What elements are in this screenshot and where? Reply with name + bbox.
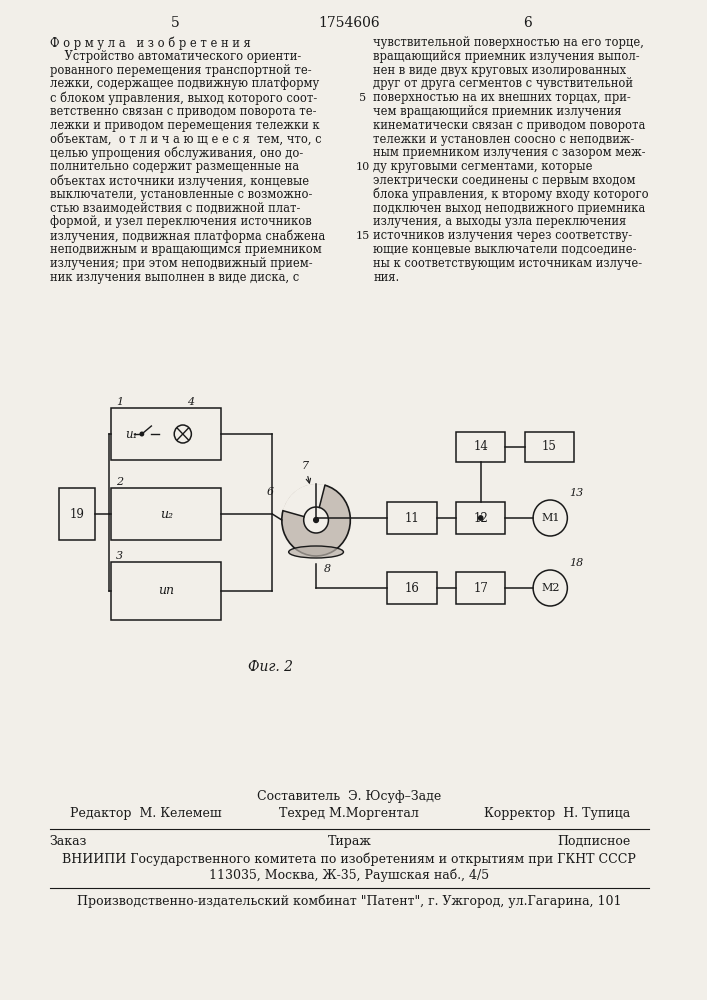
Circle shape	[533, 500, 567, 536]
Bar	[456, 572, 506, 604]
Text: объектах источники излучения, концевые: объектах источники излучения, концевые	[49, 174, 309, 188]
Text: 10: 10	[356, 162, 370, 172]
Text: Редактор  М. Келемеш: Редактор М. Келемеш	[71, 807, 222, 820]
Text: выключатели, установленные с возможно-: выключатели, установленные с возможно-	[49, 188, 312, 201]
Circle shape	[140, 432, 144, 436]
Text: ду круговыми сегментами, которые: ду круговыми сегментами, которые	[373, 160, 592, 173]
Text: Устройство автоматического ориенти-: Устройство автоматического ориенти-	[49, 50, 300, 63]
Text: излучения, подвижная платформа снабжена: излучения, подвижная платформа снабжена	[49, 229, 325, 243]
Text: Корректор  Н. Тупица: Корректор Н. Тупица	[484, 807, 630, 820]
Text: 14: 14	[473, 440, 488, 454]
Bar	[525, 432, 574, 462]
Text: Фиг. 2: Фиг. 2	[248, 660, 293, 674]
Text: кинематически связан с приводом поворота: кинематически связан с приводом поворота	[373, 119, 645, 132]
Text: ния.: ния.	[373, 271, 399, 284]
Bar	[112, 408, 221, 460]
Text: 18: 18	[569, 558, 583, 568]
Text: ВНИИПИ Государственного комитета по изобретениям и открытиям при ГКНТ СССР: ВНИИПИ Государственного комитета по изоб…	[62, 852, 636, 865]
Ellipse shape	[288, 546, 344, 558]
Text: формой, и узел переключения источников: формой, и узел переключения источников	[49, 215, 311, 228]
Bar	[456, 502, 506, 534]
Text: источников излучения через соответству-: источников излучения через соответству-	[373, 229, 632, 242]
Bar	[112, 562, 221, 620]
Text: лежки, содержащее подвижную платформу: лежки, содержащее подвижную платформу	[49, 77, 319, 90]
Wedge shape	[283, 484, 325, 517]
Text: чем вращающийся приемник излучения: чем вращающийся приемник излучения	[373, 105, 621, 118]
Text: 1: 1	[116, 397, 123, 407]
Text: 6: 6	[523, 16, 532, 30]
Text: ип: ип	[158, 584, 174, 597]
Text: Составитель  Э. Юсуф–Заде: Составитель Э. Юсуф–Заде	[257, 790, 441, 803]
Text: М1: М1	[541, 513, 559, 523]
Text: чувствительной поверхностью на его торце,: чувствительной поверхностью на его торце…	[373, 36, 644, 49]
Text: 2: 2	[116, 477, 123, 487]
Text: блока управления, к второму входу которого: блока управления, к второму входу которо…	[373, 188, 649, 201]
Text: тележки и установлен соосно с неподвиж-: тележки и установлен соосно с неподвиж-	[373, 133, 634, 146]
Text: неподвижным и вращающимся приемником: неподвижным и вращающимся приемником	[49, 243, 321, 256]
Text: 11: 11	[405, 512, 419, 524]
Text: целью упрощения обслуживания, оно до-: целью упрощения обслуживания, оно до-	[49, 146, 303, 160]
Text: стью взаимодействия с подвижной плат-: стью взаимодействия с подвижной плат-	[49, 202, 300, 215]
Text: нен в виде двух круговых изолированных: нен в виде двух круговых изолированных	[373, 64, 626, 77]
Text: ным приемником излучения с зазором меж-: ным приемником излучения с зазором меж-	[373, 146, 645, 159]
Bar	[456, 432, 506, 462]
Text: излучения; при этом неподвижный прием-: излучения; при этом неподвижный прием-	[49, 257, 312, 270]
Circle shape	[282, 484, 351, 556]
Circle shape	[304, 507, 329, 533]
Circle shape	[174, 425, 192, 443]
Text: Техред М.Моргентал: Техред М.Моргентал	[279, 807, 419, 820]
Text: и₁: и₁	[124, 428, 137, 440]
Text: вращающийся приемник излучения выпол-: вращающийся приемник излучения выпол-	[373, 50, 640, 63]
Text: 17: 17	[473, 582, 488, 594]
Text: 13: 13	[569, 488, 583, 498]
Text: 12: 12	[474, 512, 488, 524]
Text: объектам,  о т л и ч а ю щ е е с я  тем, что, с: объектам, о т л и ч а ю щ е е с я тем, ч…	[49, 133, 321, 146]
Circle shape	[479, 516, 483, 520]
Text: ющие концевые выключатели подсоедине-: ющие концевые выключатели подсоедине-	[373, 243, 637, 256]
Text: лежки и приводом перемещения тележки к: лежки и приводом перемещения тележки к	[49, 119, 319, 132]
Text: и₂: и₂	[160, 508, 173, 520]
Text: 19: 19	[70, 508, 85, 520]
Text: с блоком управления, выход которого соот-: с блоком управления, выход которого соот…	[49, 91, 317, 105]
Text: 5: 5	[171, 16, 180, 30]
Text: 16: 16	[405, 582, 420, 594]
Text: Ф о р м у л а   и з о б р е т е н и я: Ф о р м у л а и з о б р е т е н и я	[49, 36, 250, 49]
Circle shape	[314, 518, 318, 522]
Text: 5: 5	[359, 93, 366, 103]
Text: 15: 15	[542, 440, 556, 454]
Text: излучения, а выходы узла переключения: излучения, а выходы узла переключения	[373, 215, 626, 228]
Text: Подписное: Подписное	[557, 835, 630, 848]
Text: 1754606: 1754606	[319, 16, 380, 30]
Text: ны к соответствующим источникам излуче-: ны к соответствующим источникам излуче-	[373, 257, 642, 270]
Text: друг от друга сегментов с чувствительной: друг от друга сегментов с чувствительной	[373, 77, 633, 90]
Text: 6: 6	[267, 487, 274, 497]
Text: 7: 7	[302, 461, 310, 483]
Bar	[59, 488, 95, 540]
Text: рованного перемещения транспортной те-: рованного перемещения транспортной те-	[49, 64, 311, 77]
Bar	[387, 502, 437, 534]
Circle shape	[533, 570, 567, 606]
Text: 8: 8	[324, 564, 331, 574]
Text: полнительно содержит размещенные на: полнительно содержит размещенные на	[49, 160, 298, 173]
Text: ветственно связан с приводом поворота те-: ветственно связан с приводом поворота те…	[49, 105, 316, 118]
Bar	[387, 572, 437, 604]
Text: поверхностью на их внешних торцах, при-: поверхностью на их внешних торцах, при-	[373, 91, 631, 104]
Text: М2: М2	[541, 583, 559, 593]
Text: 113035, Москва, Ж-35, Раушская наб., 4/5: 113035, Москва, Ж-35, Раушская наб., 4/5	[209, 868, 489, 882]
Text: 4: 4	[187, 397, 194, 407]
Text: ник излучения выполнен в виде диска, с: ник излучения выполнен в виде диска, с	[49, 271, 299, 284]
Text: электрически соединены с первым входом: электрически соединены с первым входом	[373, 174, 636, 187]
Bar	[112, 488, 221, 540]
Text: Заказ: Заказ	[49, 835, 87, 848]
Text: Производственно-издательский комбинат "Патент", г. Ужгород, ул.Гагарина, 101: Производственно-издательский комбинат "П…	[77, 894, 621, 908]
Text: Тираж: Тираж	[327, 835, 371, 848]
Text: 15: 15	[356, 231, 370, 241]
Text: подключен выход неподвижного приемника: подключен выход неподвижного приемника	[373, 202, 645, 215]
Text: 3: 3	[116, 551, 123, 561]
